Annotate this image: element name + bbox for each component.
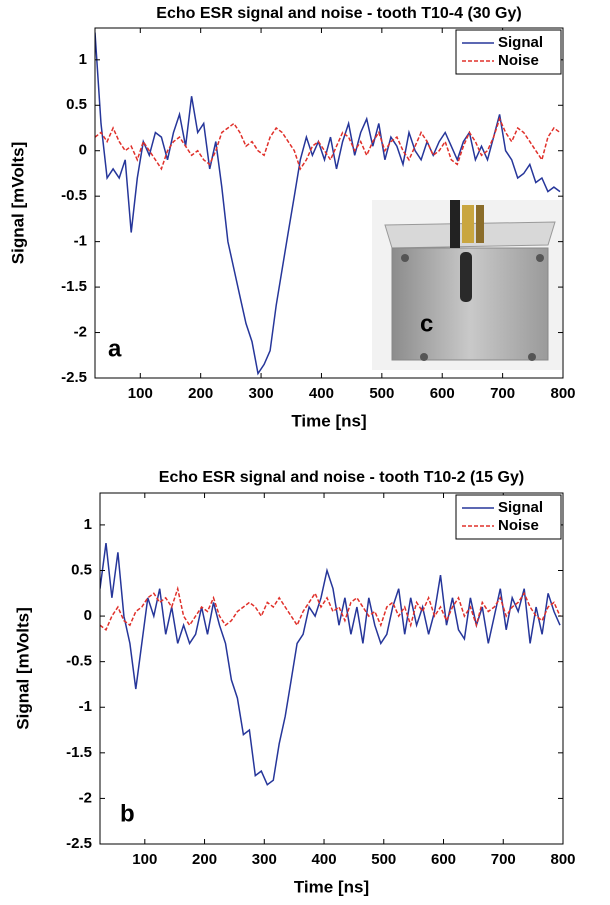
inset-label: c bbox=[420, 310, 433, 337]
x-tick-label: 500 bbox=[371, 851, 396, 868]
legend-label: Noise bbox=[498, 52, 539, 69]
plot-lines bbox=[95, 32, 561, 376]
data-line bbox=[100, 543, 561, 786]
x-tick-label: 100 bbox=[132, 851, 157, 868]
data-line bbox=[100, 585, 561, 631]
y-axis-label: Signal [mVolts] bbox=[8, 142, 27, 264]
legend-label: Noise bbox=[498, 517, 539, 534]
data-line bbox=[95, 116, 561, 171]
plot-lines bbox=[100, 543, 561, 786]
data-line bbox=[95, 32, 561, 376]
y-tick-label: -0.5 bbox=[61, 187, 87, 204]
legend-label: Signal bbox=[498, 34, 543, 51]
x-tick-label: 700 bbox=[491, 851, 516, 868]
chart-title: Echo ESR signal and noise - tooth T10-4 … bbox=[156, 5, 521, 22]
x-tick-label: 600 bbox=[430, 385, 455, 402]
x-axis-label: Time [ns] bbox=[294, 877, 369, 896]
y-tick-label: 1 bbox=[84, 516, 92, 533]
chart-title: Echo ESR signal and noise - tooth T10-2 … bbox=[159, 469, 524, 486]
legend-box bbox=[455, 494, 562, 540]
axes-box bbox=[99, 492, 564, 845]
panel-label: a bbox=[108, 335, 122, 362]
panel-label: b bbox=[120, 800, 135, 827]
y-tick-label: -1 bbox=[74, 233, 87, 250]
y-tick-label: -1.5 bbox=[61, 278, 87, 295]
y-tick-label: -2 bbox=[74, 324, 87, 341]
y-axis-label: Signal [mVolts] bbox=[13, 607, 32, 729]
y-tick-label: 0.5 bbox=[71, 561, 92, 578]
x-tick-label: 500 bbox=[369, 385, 394, 402]
y-tick-label: -0.5 bbox=[66, 653, 92, 670]
y-tick-label: 0 bbox=[84, 607, 92, 624]
x-axis-label: Time [ns] bbox=[291, 411, 366, 430]
x-tick-label: 300 bbox=[252, 851, 277, 868]
x-tick-label: 600 bbox=[431, 851, 456, 868]
x-tick-label: 400 bbox=[309, 385, 334, 402]
y-tick-label: -1.5 bbox=[66, 744, 92, 761]
legend-label: Signal bbox=[498, 499, 543, 516]
x-tick-label: 300 bbox=[249, 385, 274, 402]
y-tick-label: -2 bbox=[79, 789, 92, 806]
x-tick-label: 800 bbox=[550, 385, 575, 402]
x-tick-label: 700 bbox=[490, 385, 515, 402]
x-tick-label: 200 bbox=[192, 851, 217, 868]
inset-photo bbox=[372, 200, 562, 370]
y-tick-label: -2.5 bbox=[66, 835, 92, 852]
y-tick-label: -1 bbox=[79, 698, 92, 715]
axes-box bbox=[94, 27, 564, 379]
x-tick-label: 200 bbox=[188, 385, 213, 402]
y-tick-label: -2.5 bbox=[61, 369, 87, 386]
y-tick-label: 1 bbox=[79, 51, 87, 68]
legend-box bbox=[455, 29, 562, 75]
y-tick-label: 0.5 bbox=[66, 96, 87, 113]
x-tick-label: 100 bbox=[128, 385, 153, 402]
x-tick-label: 400 bbox=[312, 851, 337, 868]
y-tick-label: 0 bbox=[79, 142, 87, 159]
x-tick-label: 800 bbox=[550, 851, 575, 868]
